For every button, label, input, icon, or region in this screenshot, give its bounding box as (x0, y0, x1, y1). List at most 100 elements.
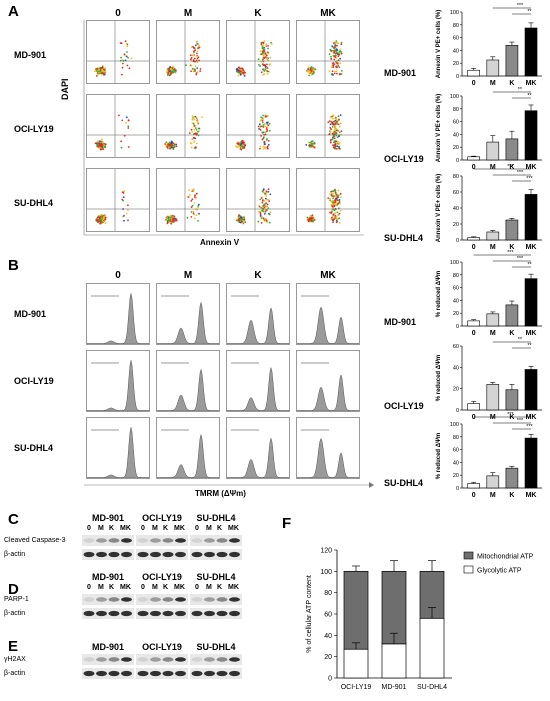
flow-event-dot (307, 220, 310, 223)
protein-band (204, 670, 215, 677)
flow-event-dot (267, 45, 269, 47)
panel-b-col-header: 0 (115, 270, 121, 281)
flow-event-dot (264, 56, 267, 58)
panel-letter-d: D (8, 581, 19, 598)
tmrm-histogram (156, 283, 220, 345)
flow-event-dot (312, 142, 315, 145)
flow-event-dot (337, 42, 339, 44)
blot-strip (82, 594, 134, 605)
flow-event-dot (334, 117, 336, 120)
flow-event-dot (331, 132, 334, 135)
significance-label: *** (507, 164, 514, 170)
flow-event-dot (238, 66, 241, 69)
flow-event-dot (334, 44, 337, 46)
flow-event-dot (332, 66, 335, 68)
flow-event-dot (168, 74, 171, 77)
flow-event-dot (333, 140, 336, 142)
y-tick-label: 20 (453, 61, 459, 67)
flow-event-dot (190, 142, 193, 145)
flow-event-dot (128, 67, 131, 70)
flow-event-dot (239, 148, 242, 150)
panel-b-col-header: M (183, 270, 193, 281)
flow-event-dot (338, 131, 341, 134)
flow-event-dot (130, 57, 133, 60)
y-tick-label: 0 (456, 408, 459, 414)
flow-event-dot (167, 143, 169, 146)
flow-event-dot (266, 128, 268, 131)
blot-strip (82, 654, 134, 665)
blot-lane-label: K (109, 584, 115, 591)
flow-event-dot (98, 147, 101, 150)
protein-band (83, 538, 95, 543)
y-tick-label: 60 (453, 448, 459, 454)
flow-event-dot (168, 68, 170, 71)
flow-event-dot (337, 141, 339, 143)
flow-event-dot (265, 209, 268, 211)
panel-letter-e: E (8, 638, 19, 655)
flow-event-dot (338, 125, 341, 128)
protein-band (150, 670, 161, 677)
flow-event-dot (327, 197, 330, 199)
panel-f-y-tick-label: 40 (324, 633, 332, 640)
flow-event-dot (268, 221, 271, 224)
flow-event-dot (126, 45, 129, 48)
flow-event-dot (197, 47, 199, 50)
y-tick-label: 60 (453, 120, 459, 126)
panel-a-col-header: MK (320, 8, 336, 19)
x-tick-label: MK (526, 414, 537, 421)
flow-event-dot (331, 126, 334, 128)
flow-event-dot (340, 73, 343, 75)
flow-event-dot (122, 196, 125, 199)
flow-event-dot (262, 210, 265, 213)
flow-event-dot (262, 68, 265, 70)
blot-group-label: SU-DHL4 (196, 513, 236, 523)
flow-event-dot (329, 140, 332, 142)
flow-event-dot (266, 138, 268, 140)
flow-event-dot (332, 144, 334, 146)
flow-event-dot (339, 73, 341, 75)
flow-event-dot (331, 70, 334, 73)
flow-event-dot (267, 124, 270, 127)
panel-f-y-tick-label: 100 (320, 569, 332, 576)
flow-event-dot (97, 73, 99, 76)
histogram-area (156, 301, 220, 345)
histogram-area (86, 360, 150, 412)
flow-event-dot (333, 58, 336, 61)
flow-event-dot (260, 118, 263, 121)
blot-strip (136, 594, 188, 605)
flow-event-dot (267, 47, 269, 50)
protein-band (204, 657, 215, 662)
flow-event-dot (189, 54, 192, 57)
flow-event-dot (195, 128, 198, 131)
flow-event-dot (193, 118, 196, 121)
flow-event-dot (263, 140, 266, 143)
flow-event-dot (335, 41, 338, 44)
flow-event-dot (239, 70, 241, 73)
flow-event-dot (261, 47, 264, 49)
flow-event-dot (100, 218, 102, 220)
protein-band (96, 610, 107, 617)
flow-event-dot (104, 143, 107, 146)
flow-event-dot (188, 132, 191, 134)
panel-a-col-header: M (183, 8, 193, 19)
flow-event-dot (127, 204, 129, 207)
flow-event-dot (335, 127, 337, 130)
flow-event-dot (332, 205, 334, 208)
mitochondrial-bar (381, 570, 407, 645)
flow-event-dot (264, 122, 266, 125)
blot-lane-label: MK (174, 584, 185, 591)
protein-band (150, 551, 161, 558)
protein-band (96, 657, 107, 662)
protein-band (191, 610, 203, 617)
blot-row-label: β-actin (4, 551, 26, 558)
x-tick-label: K (509, 330, 514, 337)
panel-f-y-tick-label: 80 (324, 590, 332, 597)
flow-event-dot (101, 66, 104, 69)
flow-event-dot (307, 68, 309, 71)
flow-event-dot (240, 143, 242, 146)
panel-b-col-header: K (254, 270, 262, 281)
blot-background (82, 608, 134, 619)
bar-chart-ylabel: % reduced ΔΨm (436, 433, 442, 480)
bar (467, 237, 480, 241)
